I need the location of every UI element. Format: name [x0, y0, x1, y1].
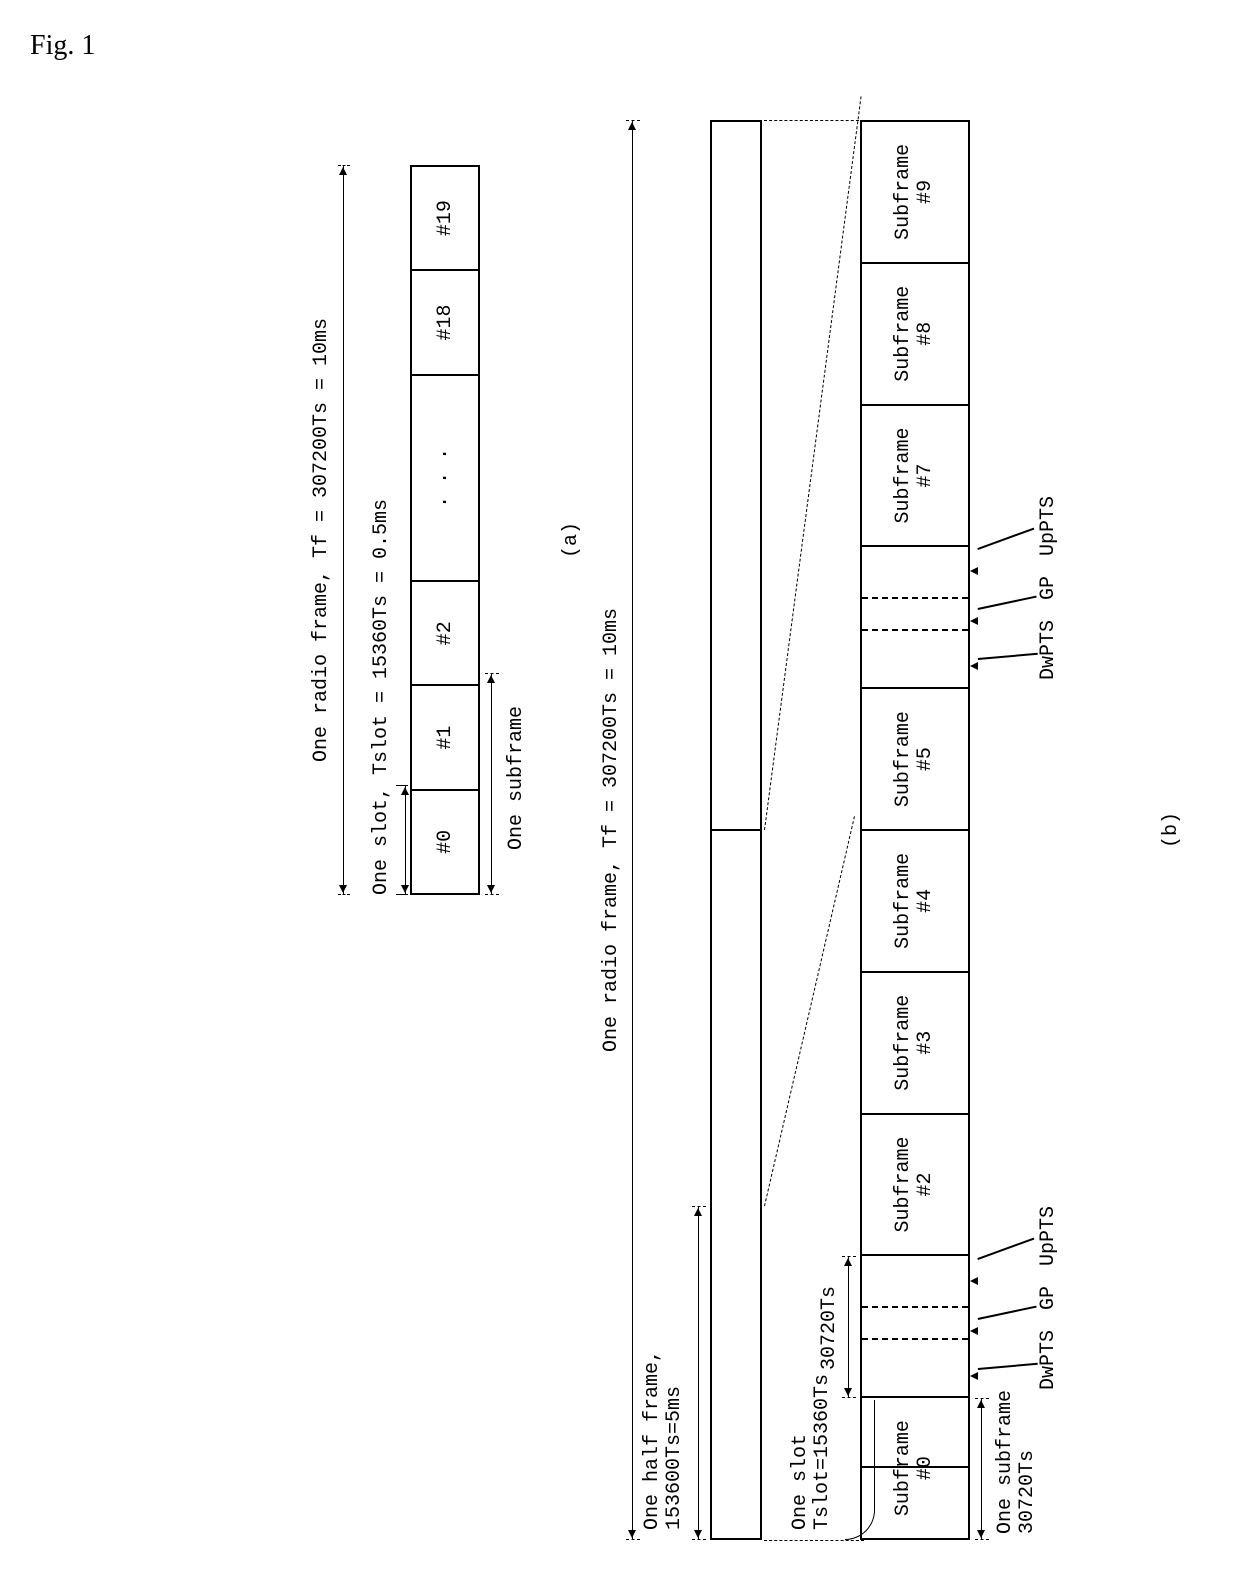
arrow-head-icon — [970, 662, 978, 670]
caption-a: (a) — [560, 160, 583, 920]
half-frame-dimension-b — [692, 1206, 706, 1540]
arrow-head-icon — [970, 1327, 978, 1335]
subframe-half-divider — [862, 1466, 968, 1468]
subframe-label-a: One subframe — [505, 706, 528, 850]
subframe-label: Subframe #8 — [893, 286, 937, 382]
one-slot-30720-b: 30720Ts — [818, 1286, 841, 1370]
half-frame-row-b — [710, 120, 762, 1540]
subframe-cell: Subframe #3 — [862, 971, 968, 1113]
caption-b: (b) — [1160, 100, 1183, 1560]
pts-group-2: DwPTS GP UpPTS — [1037, 496, 1060, 680]
radio-frame-label-a: One radio frame, Tf = 307200Ts = 10ms — [310, 160, 333, 920]
subframe-cell: Subframe #0 — [862, 1396, 968, 1538]
special-subframe-cell — [862, 1254, 968, 1396]
subframe-label: Subframe #7 — [893, 428, 937, 524]
projection-line — [764, 816, 855, 1206]
arrow-line — [978, 1306, 1037, 1320]
subframe-label: Subframe #5 — [893, 711, 937, 807]
subframe-cell: Subframe #4 — [862, 829, 968, 971]
arrow-head-icon — [970, 617, 978, 625]
one-subframe-label-b: One subframe 30720Ts — [995, 1390, 1039, 1534]
arrow-line — [978, 596, 1037, 610]
half-frame-cell — [712, 122, 760, 829]
uppts-label: UpPTS — [1037, 1206, 1060, 1266]
half-frame-label-b: One half frame, 153600Ts=5ms — [642, 1350, 686, 1530]
special-subframe-cell — [862, 545, 968, 687]
arrow-head-icon — [970, 1277, 978, 1285]
dwpts-label: DwPTS — [1037, 1330, 1060, 1390]
gp-label: GP — [1037, 1286, 1060, 1310]
diagram-b: One radio frame, Tf = 307200Ts = 10ms On… — [600, 100, 1220, 1560]
arrow-line — [977, 1238, 1034, 1260]
dwpts-label: DwPTS — [1037, 620, 1060, 680]
half-frame-cell — [712, 829, 760, 1538]
slot-row-a: #0 #1 #2 · · · #18 #19 — [410, 165, 480, 895]
slot-label-a: One slot, Tslot = 15360Ts = 0.5ms — [370, 499, 393, 895]
diagram-b-wrap: One radio frame, Tf = 307200Ts = 10ms On… — [600, 100, 1220, 1560]
radio-frame-dimension-b — [626, 120, 640, 1540]
slot-cell: #18 — [412, 269, 478, 373]
arrow-line — [978, 1363, 1038, 1370]
slot-cell: #19 — [412, 167, 478, 269]
slot-cell: #2 — [412, 580, 478, 684]
projection-line — [764, 96, 862, 830]
figure-label: Fig. 1 — [30, 30, 95, 62]
slot-cell: #1 — [412, 684, 478, 788]
subframe-label: Subframe #9 — [893, 144, 937, 240]
subframe-label: Subframe #3 — [893, 995, 937, 1091]
arrow-head-icon — [970, 567, 978, 575]
subframe-label: Subframe #4 — [893, 853, 937, 949]
pts-group-1: DwPTS GP UpPTS — [1037, 1206, 1060, 1390]
diagram-a-wrap: One radio frame, Tf = 307200Ts = 10ms On… — [310, 160, 610, 920]
gp-label: GP — [1037, 576, 1060, 600]
radio-frame-dimension-a — [338, 165, 350, 895]
slot-ellipsis-cell: · · · — [412, 374, 478, 581]
projection-line — [764, 120, 864, 121]
arrow-head-icon — [970, 1372, 978, 1380]
subframe-cell: Subframe #5 — [862, 687, 968, 829]
subframe-cell: Subframe #2 — [862, 1113, 968, 1255]
subframe-cell: Subframe #9 — [862, 122, 968, 262]
diagram-a: One radio frame, Tf = 307200Ts = 10ms On… — [310, 160, 610, 920]
arrow-line — [977, 528, 1034, 550]
subframe-label: Subframe #2 — [893, 1137, 937, 1233]
subframe-cell: Subframe #8 — [862, 262, 968, 404]
slot-dimension-a — [396, 785, 408, 895]
subframe-row-b: Subframe #0 Subframe #2 Subframe #3 Subf… — [860, 120, 970, 1540]
uppts-label: UpPTS — [1037, 496, 1060, 556]
projection-line — [764, 1540, 864, 1541]
subframe-cell: Subframe #7 — [862, 404, 968, 546]
one-slot-dimension-b — [842, 1256, 856, 1398]
radio-frame-label-b: One radio frame, Tf = 307200Ts = 10ms — [600, 100, 623, 1560]
one-subframe-dimension-b — [975, 1398, 989, 1540]
subframe-dimension-a — [485, 673, 499, 895]
slot-cell: #0 — [412, 789, 478, 893]
arrow-line — [978, 653, 1038, 660]
one-slot-label-b: One slot Tslot=15360Ts — [790, 1374, 834, 1530]
